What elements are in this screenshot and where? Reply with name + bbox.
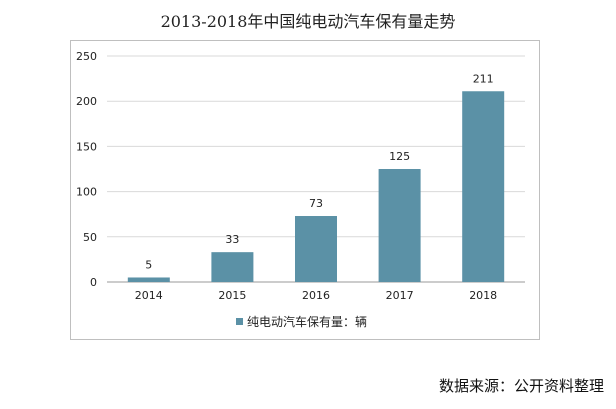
data-label: 73 (309, 197, 323, 210)
data-label: 5 (145, 258, 152, 271)
x-tick-label: 2018 (469, 289, 497, 302)
x-tick-label: 2017 (386, 289, 414, 302)
legend-label: 纯电动汽车保有量：辆 (247, 314, 367, 329)
y-tick-label: 150 (76, 140, 97, 153)
y-tick-label: 100 (76, 186, 97, 199)
bar (378, 169, 421, 282)
chart-frame (70, 40, 540, 340)
bar (462, 91, 505, 282)
chart-title: 2013-2018年中国纯电动汽车保有量走势 (160, 12, 456, 31)
source-note: 数据来源：公开资料整理 (438, 377, 604, 395)
x-tick-label: 2014 (135, 289, 163, 302)
bar (211, 252, 254, 282)
bar (295, 216, 337, 282)
bar (127, 277, 170, 282)
x-tick-label: 2016 (302, 289, 330, 302)
y-tick-label: 50 (83, 231, 97, 244)
data-label: 125 (389, 150, 410, 163)
y-tick-label: 0 (90, 276, 97, 289)
y-tick-label: 200 (76, 95, 97, 108)
data-label: 211 (473, 72, 494, 85)
y-tick-label: 250 (76, 50, 97, 63)
x-tick-label: 2015 (218, 289, 246, 302)
data-label: 33 (225, 233, 239, 246)
legend-swatch (236, 318, 243, 325)
